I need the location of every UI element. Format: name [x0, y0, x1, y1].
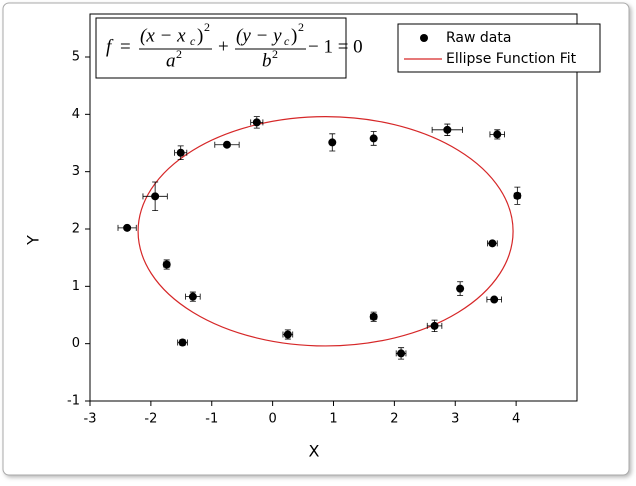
y-tick-label: -1 [67, 394, 80, 409]
data-point [488, 239, 497, 248]
y-tick-label: 5 [72, 50, 80, 65]
y-tick-label: 2 [72, 222, 80, 237]
formula-text: + [218, 36, 229, 57]
data-point [188, 292, 197, 301]
y-tick-label: 3 [72, 164, 80, 179]
data-point [162, 260, 171, 269]
formula-text: c [284, 34, 290, 48]
formula-text: − 1 = 0 [308, 36, 363, 57]
data-point [283, 330, 292, 339]
data-point [369, 312, 378, 321]
formula-text: f [106, 36, 114, 57]
x-tick-label: -1 [205, 412, 218, 427]
formula-text: c [190, 34, 196, 48]
data-point [397, 349, 406, 358]
formula-text: 2 [272, 47, 278, 61]
x-axis-label: X [309, 442, 320, 461]
legend-marker [420, 34, 428, 42]
fit-ellipse [137, 116, 514, 347]
formula-text: b [262, 50, 272, 71]
formula-text: (y − y [236, 25, 282, 46]
y-tick-label: 4 [72, 107, 80, 122]
x-tick-label: 4 [512, 412, 520, 427]
x-tick-label: 1 [329, 412, 337, 427]
data-point [328, 138, 337, 147]
formula-box: f = (x − x c ) 2 a 2 + (y − y c ) 2 b 2 … [95, 17, 363, 79]
data-point [443, 125, 452, 134]
data-point [456, 284, 465, 293]
formula-text: 2 [298, 20, 304, 34]
x-tick-label: 2 [390, 412, 398, 427]
y-tick-label: 1 [72, 279, 80, 294]
data-point [513, 191, 522, 200]
data-point [123, 223, 132, 232]
legend-label: Raw data [446, 30, 511, 46]
y-axis-label: Y [24, 235, 43, 246]
data-point [430, 321, 439, 330]
legend-frame [397, 23, 601, 73]
legend-label: Ellipse Function Fit [446, 51, 577, 67]
formula-text: a [166, 50, 176, 71]
data-point [252, 118, 261, 127]
formula-text: = [120, 36, 131, 57]
formula-text: ) [197, 25, 203, 46]
formula-text: 2 [204, 20, 210, 34]
x-tick-label: 3 [451, 412, 459, 427]
data-point [369, 134, 378, 143]
data-point [178, 338, 187, 347]
legend: Raw data Ellipse Function Fit [397, 23, 601, 73]
frame [2, 2, 630, 476]
formula-text: (x − x [140, 25, 186, 46]
data-point [493, 130, 502, 139]
formula-frame [95, 17, 347, 79]
data-point [176, 148, 185, 157]
formula-text: ) [291, 25, 297, 46]
y-tick-label: 0 [72, 336, 80, 351]
x-tick-label: 0 [268, 412, 276, 427]
data-point [490, 295, 499, 304]
x-tick-label: -3 [84, 412, 97, 427]
data-point [151, 192, 160, 201]
x-tick-label: -2 [144, 412, 157, 427]
data-point [222, 140, 231, 149]
formula-text: 2 [176, 47, 182, 61]
